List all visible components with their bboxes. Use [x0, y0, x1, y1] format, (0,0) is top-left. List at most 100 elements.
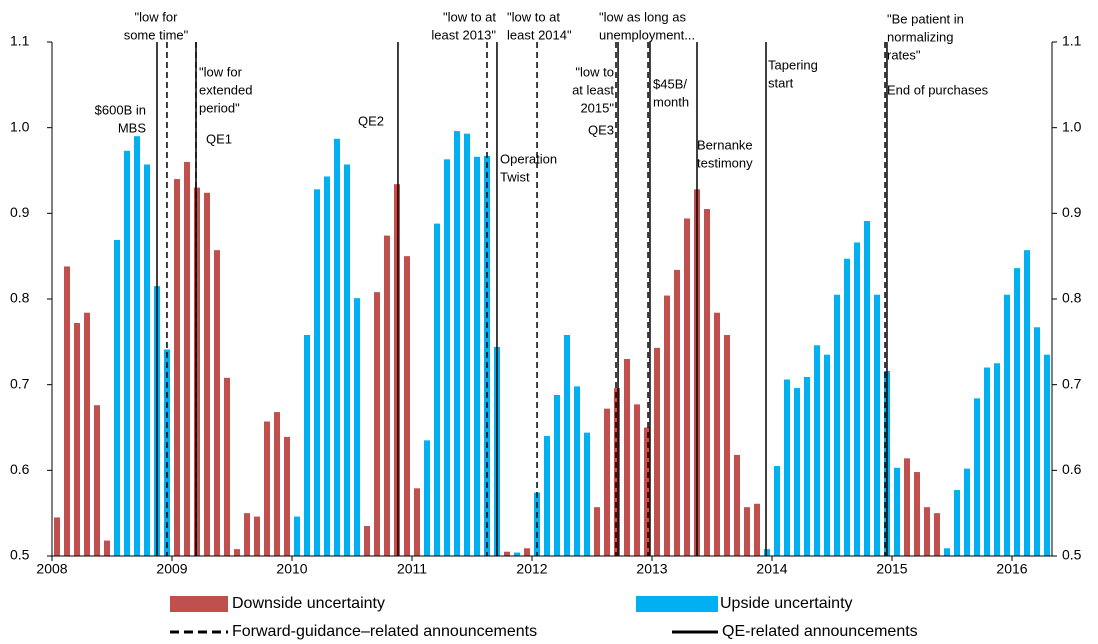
- bar: [874, 294, 880, 556]
- event-label: End of purchases: [887, 82, 989, 97]
- bar: [354, 298, 360, 556]
- bar: [284, 436, 290, 556]
- bar: [784, 379, 790, 556]
- bar: [444, 159, 450, 556]
- event-label: QE2: [358, 113, 384, 128]
- bar: [834, 294, 840, 556]
- x-tick-label: 2008: [36, 561, 67, 577]
- event-label: "low to: [575, 64, 614, 79]
- bar: [724, 334, 730, 556]
- y2-tick-label: 0.7: [1062, 375, 1082, 391]
- bar: [914, 472, 920, 556]
- bar: [234, 549, 240, 556]
- bar: [964, 468, 970, 556]
- bar: [404, 256, 410, 556]
- bar: [794, 388, 800, 556]
- event-label: normalizing: [887, 29, 953, 44]
- event-label: $600B in: [95, 102, 146, 117]
- bar: [224, 377, 230, 556]
- event-label: "low for: [135, 9, 179, 24]
- legend-label: Upside uncertainty: [720, 595, 853, 612]
- bar: [864, 221, 870, 556]
- event-label: "low to at: [443, 9, 496, 24]
- event-label: "Be patient in: [887, 11, 964, 26]
- bar: [54, 517, 60, 556]
- bar: [384, 235, 390, 556]
- bar: [604, 408, 610, 556]
- y-tick-label: 0.9: [10, 204, 30, 220]
- bar: [514, 552, 520, 556]
- bar: [1004, 294, 1010, 556]
- bar: [714, 312, 720, 556]
- bar: [994, 363, 1000, 556]
- event-label: 2015": [580, 100, 614, 115]
- y-tick-label: 0.8: [10, 290, 30, 306]
- bar: [1024, 250, 1030, 557]
- bar: [264, 421, 270, 556]
- legend-label: QE-related announcements: [722, 623, 918, 640]
- bar: [124, 150, 130, 556]
- bar: [654, 347, 660, 556]
- event-label: extended: [199, 82, 253, 97]
- y-tick-label: 1.0: [10, 118, 30, 134]
- legend-swatch: [636, 596, 718, 612]
- bar: [464, 133, 470, 556]
- bar: [574, 386, 580, 556]
- bar: [254, 516, 260, 556]
- event-label: month: [653, 94, 689, 109]
- y-tick-label: 0.6: [10, 461, 30, 477]
- bar: [954, 490, 960, 556]
- bar: [674, 269, 680, 556]
- event-label: Bernanke: [697, 137, 753, 152]
- bar: [614, 388, 620, 556]
- x-tick-label: 2010: [276, 561, 307, 577]
- y2-tick-label: 0.6: [1062, 461, 1082, 477]
- y2-tick-label: 1.1: [1062, 33, 1082, 49]
- bar: [644, 427, 650, 556]
- bar: [274, 412, 280, 556]
- bar: [754, 503, 760, 556]
- bar: [584, 432, 590, 556]
- bar: [974, 398, 980, 556]
- bar: [204, 192, 210, 557]
- bar: [1034, 327, 1040, 556]
- y-tick-label: 0.7: [10, 375, 30, 391]
- bar: [824, 354, 830, 556]
- event-label: unemployment...: [599, 27, 695, 42]
- event-label: rates": [887, 47, 921, 62]
- event-label: $45B/: [653, 76, 687, 91]
- bar: [924, 507, 930, 556]
- bar: [804, 376, 810, 556]
- bar: [324, 176, 330, 556]
- legend-swatch: [170, 596, 228, 612]
- bar: [344, 164, 350, 556]
- bar: [594, 507, 600, 556]
- legend-label: Forward-guidance–related announcements: [232, 623, 537, 640]
- bar: [114, 239, 120, 556]
- bar: [564, 334, 570, 556]
- bar: [334, 138, 340, 556]
- event-label: QE3: [588, 122, 614, 137]
- bar: [84, 312, 90, 556]
- event-label: Twist: [500, 169, 530, 184]
- y2-tick-label: 1.0: [1062, 118, 1082, 134]
- event-label: Operation: [500, 151, 557, 166]
- x-tick-label: 2014: [756, 561, 787, 577]
- y2-tick-label: 0.5: [1062, 547, 1082, 563]
- bar: [984, 367, 990, 556]
- bar: [544, 436, 550, 556]
- bar: [364, 526, 370, 556]
- bar: [294, 516, 300, 556]
- bar: [704, 209, 710, 557]
- bar: [624, 358, 630, 556]
- event-label: at least: [572, 82, 614, 97]
- bar: [1044, 354, 1050, 556]
- bar: [854, 242, 860, 556]
- bar: [934, 513, 940, 556]
- bar: [944, 548, 950, 556]
- bar: [904, 458, 910, 556]
- event-label: "low for: [199, 64, 243, 79]
- bar: [814, 345, 820, 556]
- bar: [764, 549, 770, 556]
